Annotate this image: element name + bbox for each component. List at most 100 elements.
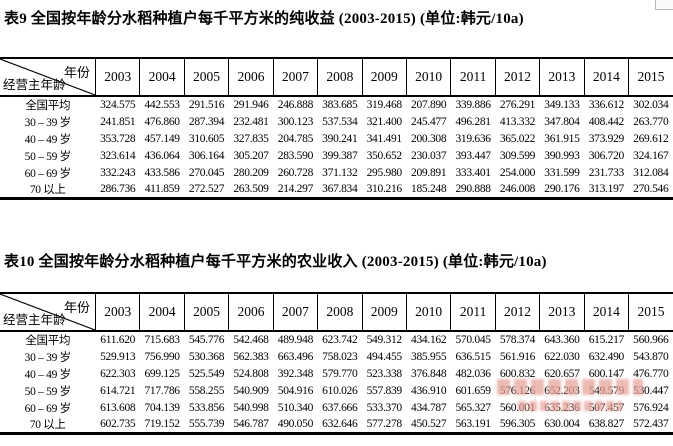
value-cell: 699.125	[144, 367, 180, 380]
table-row: 全国平均 611.620 715.683 545.776 542.468 489.948 6…	[0, 331, 673, 348]
value-cell: 632.646	[322, 418, 358, 430]
value-cell: 476.770	[633, 367, 669, 380]
corner-cell: 年份 经营主年龄	[0, 293, 96, 331]
row-label: 40 – 49 岁	[24, 133, 71, 146]
value-cell: 614.721	[100, 384, 136, 397]
value-cell: 637.666	[322, 401, 358, 414]
value-cell: 385.955	[411, 350, 447, 363]
year-header: 2012	[494, 58, 540, 96]
value-cell: 457.149	[144, 132, 180, 145]
value-cell: 319.636	[455, 132, 491, 145]
value-cell: 504.916	[277, 384, 314, 397]
value-cell: 230.037	[411, 149, 447, 162]
value-cell: 555.739	[188, 418, 225, 430]
corner-label-age: 经营主年龄	[3, 313, 66, 327]
value-cell: 246.888	[277, 99, 314, 111]
value-cell: 291.946	[233, 99, 269, 111]
table-header: 年份 经营主年龄 2003 2004 2005 2006 2007 2008 2009 2010 2…	[0, 293, 673, 331]
value-cell: 300.123	[277, 115, 314, 128]
row-label: 60 – 69 岁	[24, 402, 71, 415]
value-cell: 283.590	[277, 149, 314, 162]
value-cell: 610.026	[322, 384, 358, 397]
value-cell: 324.575	[100, 99, 136, 111]
value-cell: 323.614	[100, 149, 136, 162]
corner-cell: 年份 经营主年龄	[0, 58, 96, 96]
year-header: 2010	[405, 293, 451, 331]
value-cell: 295.980	[366, 166, 403, 179]
value-cell: 622.030	[544, 350, 580, 363]
value-cell: 287.394	[188, 115, 225, 128]
value-cell: 442.553	[144, 99, 180, 111]
value-cell: 350.652	[366, 149, 403, 162]
year-header: 2007	[272, 58, 318, 96]
value-cell: 546.787	[233, 418, 269, 430]
value-cell: 411.859	[144, 183, 180, 195]
value-cell: 570.045	[455, 334, 491, 346]
row-label: 70 以上	[29, 419, 66, 431]
row-label: 30 – 39 岁	[24, 351, 71, 364]
value-cell: 636.515	[455, 350, 491, 363]
year-header: 2006	[228, 58, 274, 96]
table-body: 全国平均 324.575 442.553 291.516 291.946 246.888 3…	[0, 96, 673, 199]
table-row: 70 以上 602.735 719.152 555.739 546.787 490.050…	[0, 416, 673, 434]
value-cell: 562.383	[233, 350, 269, 363]
year-header: 2003	[94, 58, 140, 96]
value-cell: 510.340	[277, 401, 314, 414]
year-header: 2003	[94, 293, 140, 331]
value-cell: 332.243	[100, 166, 136, 179]
table9-net-profit: 年份 经营主年龄 2003 2004 2005 2006 2007 2008 2009 2010 2…	[0, 57, 673, 200]
value-cell: 719.152	[144, 418, 180, 430]
year-header: 2011	[450, 58, 496, 96]
value-cell: 373.929	[588, 132, 625, 145]
value-cell: 601.659	[455, 384, 491, 397]
row-label: 全国平均	[25, 335, 71, 347]
value-cell: 241.851	[100, 115, 136, 128]
value-cell: 490.050	[277, 418, 314, 430]
value-cell: 537.534	[322, 115, 358, 128]
value-cell: 286.736	[100, 183, 136, 195]
value-cell: 663.496	[277, 350, 314, 363]
value-cell: 540.998	[233, 401, 269, 414]
value-cell: 290.888	[455, 183, 491, 195]
value-cell: 333.401	[455, 166, 491, 179]
scrollbar-fragment[interactable]	[655, 0, 673, 10]
value-cell: 623.742	[322, 334, 358, 346]
value-cell: 321.400	[366, 115, 403, 128]
value-cell: 576.924	[633, 401, 669, 414]
value-cell: 185.248	[411, 183, 447, 195]
table-row: 30 – 39 岁 529.913 756.990 530.368 562.383 663…	[0, 348, 673, 365]
value-cell: 579.770	[322, 367, 358, 380]
value-cell: 558.255	[188, 384, 225, 397]
value-cell: 309.599	[499, 149, 536, 162]
value-cell: 596.305	[499, 418, 536, 430]
value-cell: 392.348	[277, 367, 314, 380]
value-cell: 638.827	[588, 418, 625, 430]
value-cell: 572.437	[633, 418, 669, 430]
row-label: 30 – 39 岁	[24, 116, 71, 129]
value-cell: 622.303	[100, 367, 136, 380]
table-row: 全国平均 324.575 442.553 291.516 291.946 246.888 3…	[0, 96, 673, 113]
value-cell: 399.387	[322, 149, 358, 162]
value-cell: 207.890	[411, 99, 447, 111]
value-cell: 290.176	[544, 183, 580, 195]
value-cell: 613.608	[100, 401, 136, 414]
value-cell: 365.022	[499, 132, 536, 145]
corner-label-year: 年份	[63, 300, 90, 315]
value-cell: 494.455	[366, 350, 403, 363]
year-header: 2008	[317, 293, 363, 331]
table-row: 70 以上 286.736 411.859 272.527 263.509 214.297…	[0, 181, 673, 199]
value-cell: 270.546	[633, 183, 669, 195]
row-label: 全国平均	[25, 100, 71, 112]
value-cell: 319.468	[366, 99, 403, 111]
value-cell: 313.197	[588, 183, 625, 195]
table-body: 全国平均 611.620 715.683 545.776 542.468 489.948 6…	[0, 331, 673, 434]
row-label: 60 – 69 岁	[24, 167, 71, 180]
value-cell: 371.132	[322, 166, 358, 179]
value-cell: 270.045	[188, 166, 225, 179]
diagonal-line	[0, 59, 95, 95]
value-cell: 260.728	[277, 166, 314, 179]
value-cell: 602.735	[100, 418, 136, 430]
value-cell: 276.291	[499, 99, 536, 111]
table-row: 40 – 49 岁 622.303 699.125 525.549 524.808 392…	[0, 365, 673, 382]
value-cell: 280.209	[233, 166, 269, 179]
